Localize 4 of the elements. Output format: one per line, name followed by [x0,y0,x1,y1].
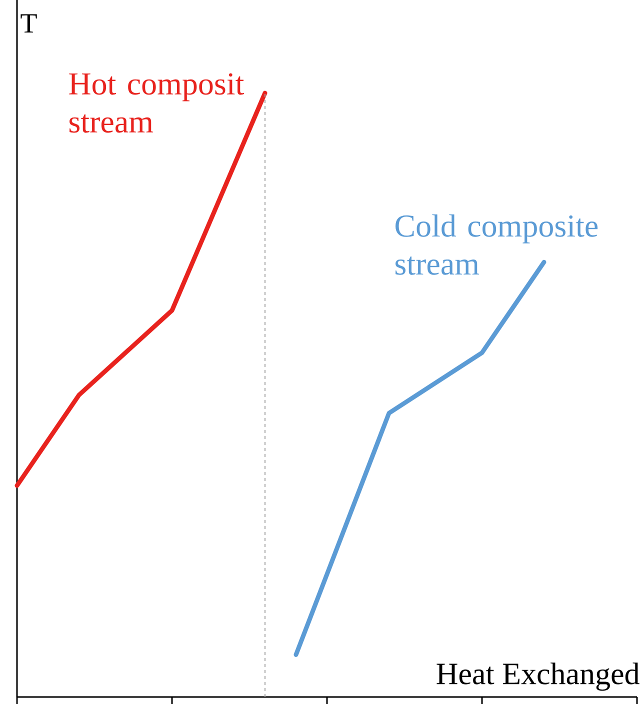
series-label: Hot composit stream [69,73,244,133]
y-axis-title: T [20,14,37,33]
x-axis-title: Heat Exchanged [436,662,640,691]
series-label: Cold composite stream [396,214,598,275]
